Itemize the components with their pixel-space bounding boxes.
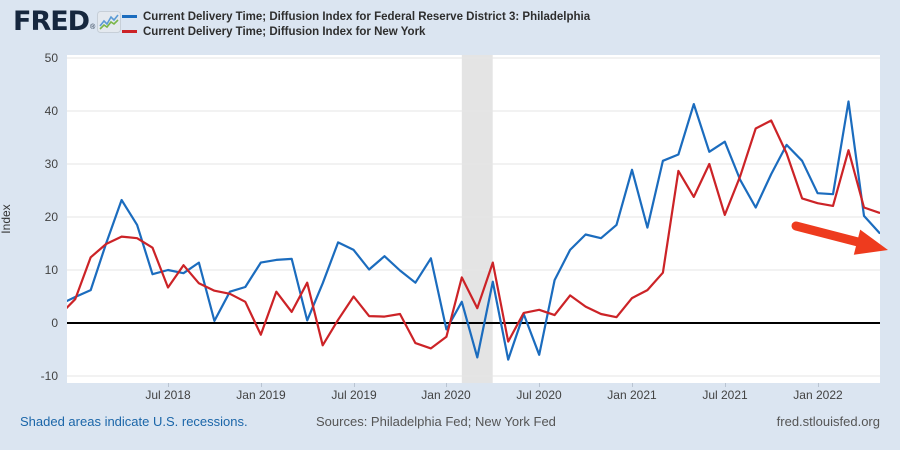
y-tick-label: 30: [44, 157, 58, 171]
y-tick-label: 50: [44, 51, 58, 65]
x-tick-mark: [354, 383, 355, 387]
y-axis-title: Index: [0, 204, 13, 234]
plot-area: [67, 55, 880, 383]
x-tick-label: Jul 2019: [331, 388, 377, 402]
philadelphia-line-swatch-icon: [122, 15, 137, 18]
y-tick-label: 10: [44, 263, 58, 277]
fred-logo[interactable]: FRED ®: [13, 6, 122, 38]
chart-legend: Current Delivery Time; Diffusion Index f…: [122, 9, 590, 39]
x-tick-label: Jan 2019: [236, 388, 286, 402]
x-tick-mark: [446, 383, 447, 387]
legend-label-new-york: Current Delivery Time; Diffusion Index f…: [143, 25, 426, 38]
legend-item-philadelphia: Current Delivery Time; Diffusion Index f…: [122, 9, 590, 24]
fred-sparkline-icon: [97, 11, 122, 38]
legend-item-new-york: Current Delivery Time; Diffusion Index f…: [122, 24, 590, 39]
x-tick-label: Jan 2021: [607, 388, 657, 402]
recession-band: [461, 55, 493, 383]
y-tick-label: -10: [40, 369, 58, 383]
x-tick-label: Jul 2018: [145, 388, 191, 402]
x-tick-label: Jan 2020: [421, 388, 471, 402]
x-tick-mark: [539, 383, 540, 387]
x-tick-label: Jan 2022: [793, 388, 843, 402]
x-tick-mark: [818, 383, 819, 387]
legend-label-philadelphia: Current Delivery Time; Diffusion Index f…: [143, 10, 591, 23]
x-tick-mark: [261, 383, 262, 387]
recession-note-link[interactable]: Shaded areas indicate U.S. recessions.: [20, 414, 248, 429]
sources-text: Sources: Philadelphia Fed; New York Fed: [316, 414, 556, 429]
plot-svg: [67, 55, 880, 383]
registered-mark-icon: ®: [90, 24, 96, 31]
new-york-line-swatch-icon: [122, 30, 137, 33]
philadelphia-series-line: [67, 100, 880, 361]
new-york-series-line: [67, 119, 880, 350]
x-tick-label: Jul 2021: [702, 388, 748, 402]
x-tick-mark: [725, 383, 726, 387]
y-tick-label: 0: [51, 316, 58, 330]
x-tick-mark: [168, 383, 169, 387]
x-tick-mark: [632, 383, 633, 387]
y-tick-label: 40: [44, 104, 58, 118]
fred-logo-text: FRED: [13, 6, 90, 37]
x-tick-label: Jul 2020: [516, 388, 562, 402]
fred-site-link[interactable]: fred.stlouisfed.org: [776, 414, 880, 429]
y-tick-label: 20: [44, 210, 58, 224]
